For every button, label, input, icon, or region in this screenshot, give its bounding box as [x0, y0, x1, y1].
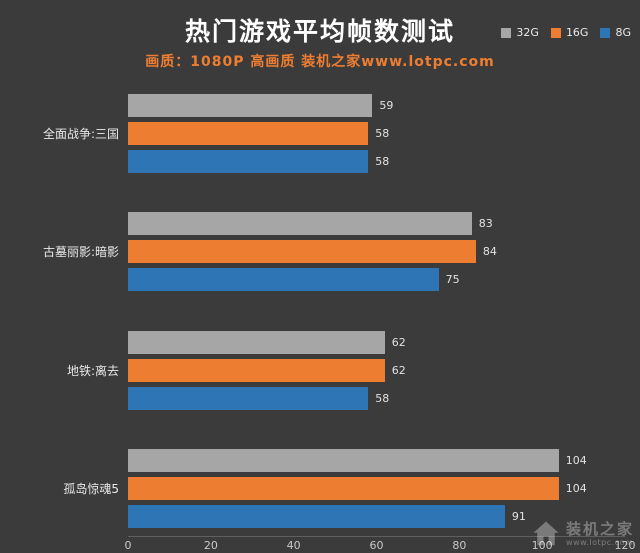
bar-row: 91 [128, 504, 625, 528]
bar-stack: 104 104 91 [128, 448, 625, 528]
x-tick-label: 60 [369, 539, 384, 552]
bar-32G [128, 94, 373, 117]
category-label: 孤岛惊魂5 [63, 481, 119, 496]
x-axis-line [128, 536, 625, 537]
legend-label: 32G [516, 26, 539, 39]
bar-row: 62 [128, 330, 625, 354]
bar-row: 59 [128, 94, 625, 117]
bar-8G [128, 386, 369, 410]
bar-value-label: 58 [375, 155, 390, 168]
bar-value-label: 62 [391, 335, 406, 349]
bar-group: 全面战争:三国 59 58 58 [0, 94, 625, 173]
bar-32G [128, 448, 559, 472]
legend-item-16G: 16G [550, 26, 589, 39]
bar-value-label: 91 [511, 509, 526, 523]
x-tick-label: 0 [124, 539, 132, 552]
x-tick-label: 20 [203, 539, 218, 552]
chart-title: 热门游戏平均帧数测试 [184, 17, 455, 46]
category-label: 全面战争:三国 [42, 127, 119, 141]
bar-row: 58 [128, 386, 625, 410]
bar-16G [128, 240, 476, 264]
x-axis-ticks: 0 20 40 60 80 100 120 [124, 539, 636, 553]
bar-16G [128, 122, 369, 145]
legend-label: 16G [565, 26, 589, 39]
bar-16G [128, 358, 385, 382]
bar-row: 104 [128, 476, 625, 500]
category-label: 古墓丽影:暗影 [42, 245, 119, 260]
bar-stack: 83 84 75 [128, 212, 625, 292]
bar-row: 84 [128, 240, 625, 264]
bar-8G [128, 504, 505, 528]
bar-value-label: 84 [482, 245, 497, 259]
bar-value-label: 58 [375, 391, 390, 405]
bar-row: 62 [128, 358, 625, 382]
bar-group: 地铁:离去 62 62 58 [0, 330, 625, 410]
bar-32G [128, 212, 472, 236]
legend-swatch [501, 27, 512, 38]
legend-swatch [550, 27, 561, 38]
x-tick-label: 80 [452, 539, 467, 552]
bar-value-label: 75 [445, 273, 460, 287]
bar-row: 58 [128, 150, 625, 173]
plot-area: 全面战争:三国 59 58 58 古墓丽影:暗影 83 84 75 地铁:离去 62 62 58 孤岛惊… [0, 88, 625, 536]
bar-stack: 59 58 58 [128, 94, 625, 173]
bar-value-label: 104 [565, 481, 587, 495]
x-tick-label: 120 [614, 539, 636, 552]
legend-swatch [600, 27, 611, 38]
bar-group: 孤岛惊魂5 104 104 91 [0, 448, 625, 528]
bar-row: 104 [128, 448, 625, 472]
bar-group: 古墓丽影:暗影 83 84 75 [0, 212, 625, 292]
x-tick-label: 100 [531, 539, 553, 552]
bar-8G [128, 150, 369, 173]
bar-value-label: 83 [478, 217, 493, 231]
bar-row: 75 [128, 268, 625, 292]
legend: 32G 16G 8G [501, 26, 631, 39]
category-label: 地铁:离去 [66, 363, 119, 378]
chart-subtitle: 画质：1080P 高画质 装机之家www.lotpc.com [145, 54, 495, 70]
legend-item-8G: 8G [600, 26, 631, 39]
bar-16G [128, 476, 559, 500]
bar-32G [128, 330, 385, 354]
legend-item-32G: 32G [501, 26, 539, 39]
bar-value-label: 62 [391, 363, 406, 377]
legend-label: 8G [615, 26, 631, 39]
bar-row: 58 [128, 122, 625, 145]
bar-stack: 62 62 58 [128, 330, 625, 410]
bar-value-label: 58 [375, 127, 390, 140]
bar-value-label: 104 [565, 453, 587, 467]
x-tick-label: 40 [286, 539, 301, 552]
bar-8G [128, 268, 439, 292]
bar-row: 83 [128, 212, 625, 236]
bar-value-label: 59 [379, 99, 394, 112]
